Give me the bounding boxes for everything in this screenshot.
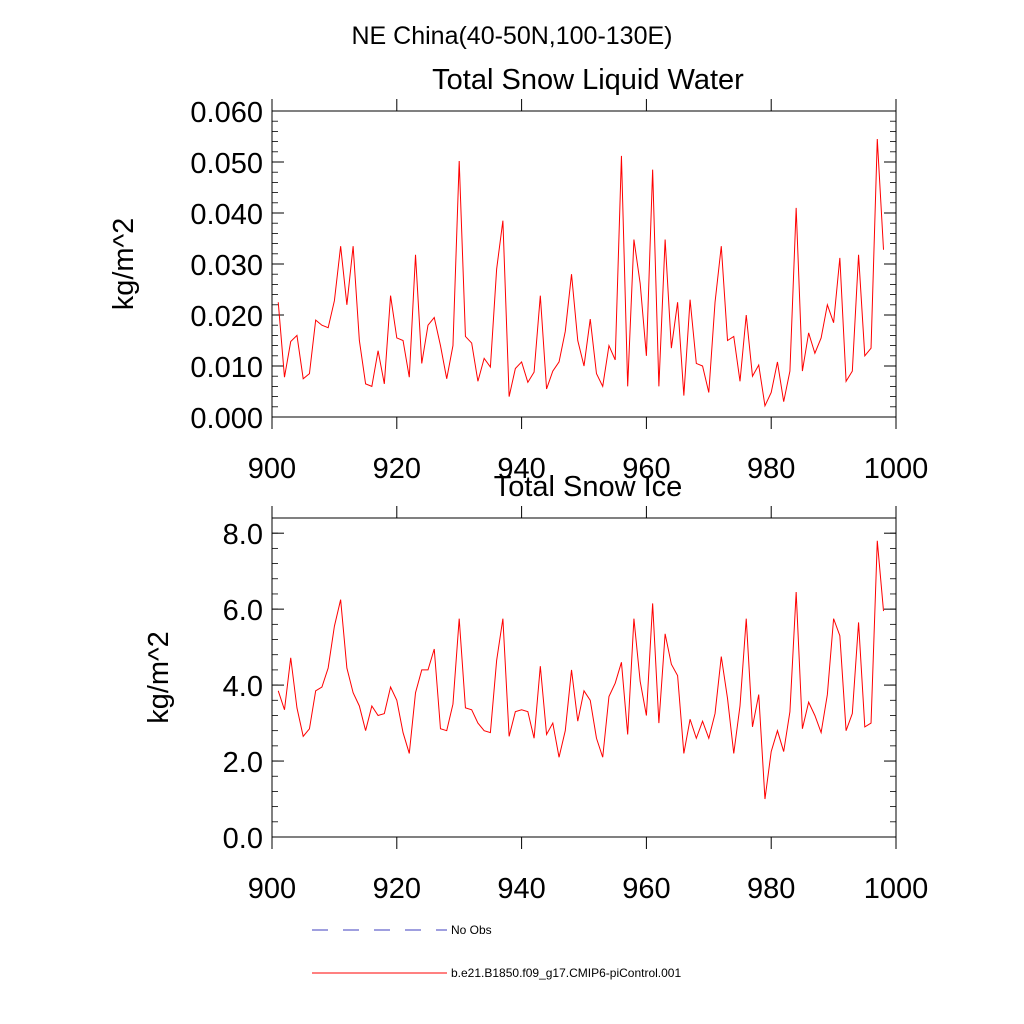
x-tick-label: 1000	[864, 873, 929, 905]
y-tick-label: 0.060	[190, 97, 263, 129]
x-tick-label: 900	[248, 873, 296, 905]
y-tick-label: 0.040	[190, 199, 263, 231]
chart-title: Total Snow Ice	[494, 471, 683, 503]
y-tick-label: 0.050	[190, 148, 263, 180]
y-tick-label: 6.0	[223, 595, 263, 627]
y-tick-label: 8.0	[223, 519, 263, 551]
x-tick-labels: 900 920 940 960 980 1000	[248, 453, 928, 485]
x-tick-label: 920	[373, 453, 421, 485]
y-tick-labels: 0.000 0.010 0.020 0.030 0.040 0.050 0.060	[190, 97, 263, 435]
series-line-snow-ice	[277, 540, 885, 800]
y-tick-label: 0.020	[190, 301, 263, 333]
y-axis-label: kg/m^2	[108, 218, 140, 311]
x-tick-labels: 900 920 940 960 980 1000	[248, 873, 928, 905]
x-tick-label: 980	[747, 873, 795, 905]
axis-ticks	[271, 99, 897, 429]
figure-suptitle: NE China(40-50N,100-130E)	[351, 22, 672, 50]
y-tick-label: 0.030	[190, 250, 263, 282]
x-tick-label: 1000	[864, 453, 929, 485]
y-tick-label: 2.0	[223, 747, 263, 779]
x-tick-label: 960	[622, 873, 670, 905]
y-tick-label: 4.0	[223, 671, 263, 703]
x-tick-label: 940	[497, 873, 545, 905]
panel-snow-liquid-water: Total Snow Liquid Water kg/m^2 0.000 0.01…	[108, 64, 928, 485]
panel-snow-ice: Total Snow Ice kg/m^2 0.0 2.0 4.0 6.0 8.0 90…	[143, 471, 928, 905]
x-tick-label: 900	[248, 453, 296, 485]
series-line-snow-liquid-water	[277, 139, 885, 408]
y-tick-label: 0.0	[223, 823, 263, 855]
legend-label-no-obs: No Obs	[451, 923, 492, 937]
axis-ticks	[271, 506, 897, 849]
legend: No Obs b.e21.B1850.f09_g17.CMIP6-piContr…	[312, 923, 681, 980]
plot-frame	[271, 517, 897, 838]
x-tick-label: 960	[622, 453, 670, 485]
y-tick-label: 0.010	[190, 352, 263, 384]
legend-label-picontrol: b.e21.B1850.f09_g17.CMIP6-piControl.001	[451, 966, 681, 980]
x-tick-label: 980	[747, 453, 795, 485]
y-tick-label: 0.000	[190, 403, 263, 435]
x-tick-label: 920	[373, 873, 421, 905]
x-tick-label: 940	[497, 453, 545, 485]
y-axis-label: kg/m^2	[143, 631, 175, 724]
chart-title: Total Snow Liquid Water	[432, 64, 744, 96]
y-tick-labels: 0.0 2.0 4.0 6.0 8.0	[223, 519, 263, 855]
